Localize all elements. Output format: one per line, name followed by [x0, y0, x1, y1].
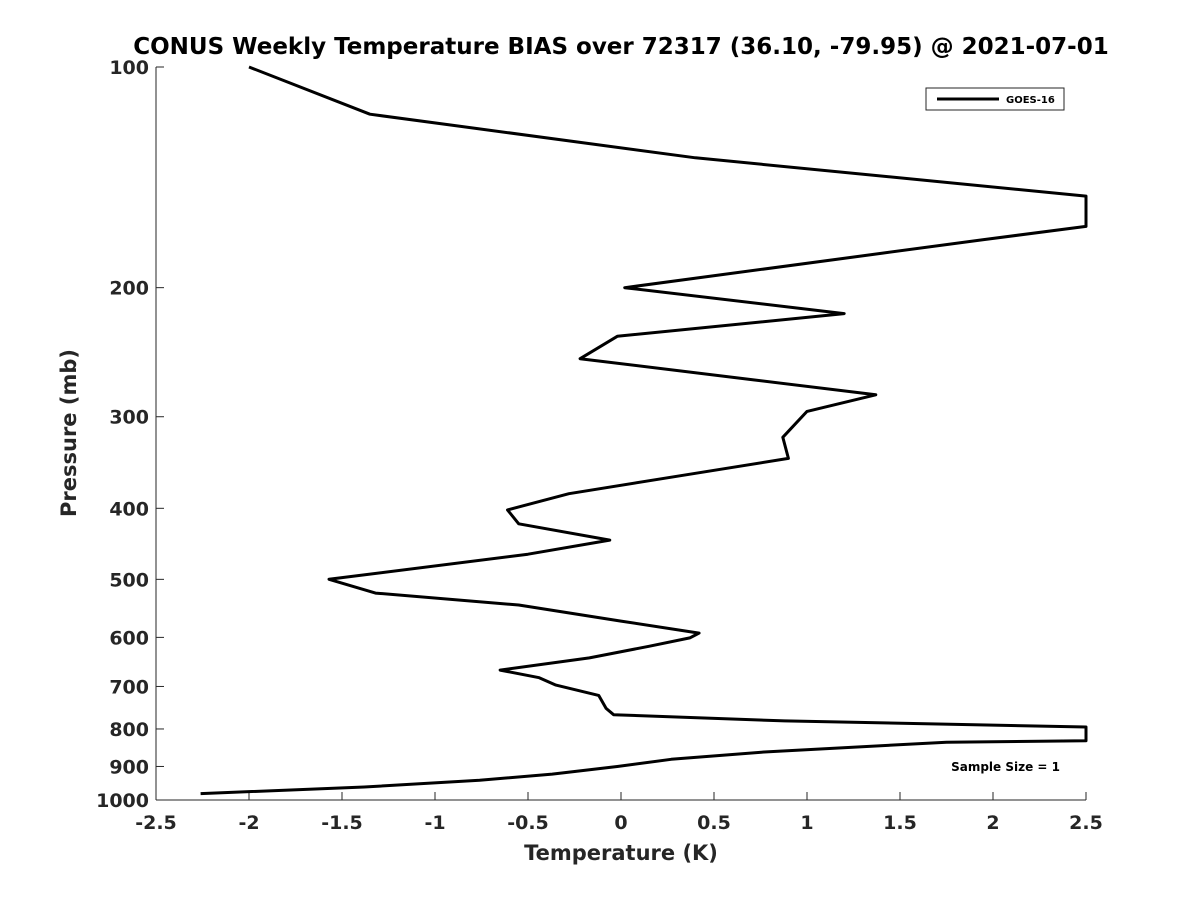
y-tick-label: 900: [109, 756, 149, 778]
legend-label-goes-16: GOES-16: [1006, 95, 1055, 106]
x-axis-label: Temperature (K): [524, 841, 718, 865]
y-tick-label: 1000: [96, 790, 149, 812]
series-layer: [200, 65, 1088, 796]
y-tick-label: 100: [109, 57, 149, 79]
x-tick-label: -2: [238, 812, 259, 834]
x-tick-label: 1: [800, 812, 813, 834]
y-tick-label: 700: [109, 676, 149, 698]
x-axis-ticks: -2.5 -2 -1.5 -1 -0.5 0 0.5 1 1.5 2 2.5: [135, 792, 1103, 834]
x-tick-label: 1.5: [883, 812, 917, 834]
y-tick-label: 500: [109, 569, 149, 591]
x-tick-label: 2: [986, 812, 999, 834]
x-tick-label: -1: [424, 812, 445, 834]
y-axis-label: Pressure (mb): [57, 349, 81, 517]
y-tick-label: 800: [109, 719, 149, 741]
x-tick-label: -2.5: [135, 812, 177, 834]
chart-title: CONUS Weekly Temperature BIAS over 72317…: [133, 34, 1108, 60]
y-axis-ticks: 100 200 300 400 500 600 700 800 900 1000: [96, 57, 164, 812]
series-line-goes-16: [200, 65, 1088, 796]
y-tick-label: 300: [109, 407, 149, 429]
sample-size-annotation: Sample Size = 1: [951, 760, 1060, 774]
x-tick-label: -0.5: [507, 812, 549, 834]
x-tick-label: 2.5: [1069, 812, 1103, 834]
y-tick-label: 200: [109, 278, 149, 300]
y-tick-label: 600: [109, 627, 149, 649]
x-tick-label: -1.5: [321, 812, 363, 834]
legend: GOES-16: [925, 87, 1065, 111]
x-tick-label: 0: [614, 812, 627, 834]
y-tick-label: 400: [109, 498, 149, 520]
x-tick-label: 0.5: [697, 812, 731, 834]
